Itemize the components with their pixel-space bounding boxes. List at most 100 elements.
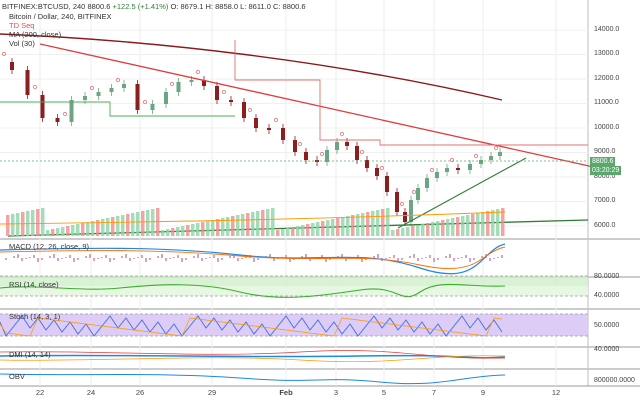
volume-bar	[396, 229, 400, 236]
candle-body	[40, 95, 45, 118]
volume-bar	[361, 213, 365, 236]
candle-body	[122, 84, 126, 88]
candle-body	[164, 92, 168, 104]
volume-bar	[31, 210, 35, 236]
candle-body	[254, 118, 258, 128]
volume-bar	[161, 230, 165, 236]
ohlc-close: C: 8800.6	[272, 2, 306, 11]
td-marker	[430, 168, 434, 172]
volume-bar	[481, 212, 485, 236]
rsi-band-upper	[0, 276, 588, 286]
td-marker	[222, 90, 226, 94]
volume-bar	[61, 227, 65, 236]
candle-body	[83, 96, 87, 100]
volume-bar	[216, 219, 220, 236]
candle-body	[403, 212, 407, 222]
trendline-red	[39, 43, 599, 169]
volume-bar	[231, 216, 235, 236]
candle-body	[10, 62, 14, 70]
price-tick: 11000.0	[594, 99, 619, 106]
price-tick: 13000.0	[594, 50, 620, 57]
volume-bar	[331, 219, 335, 236]
td-marker	[248, 108, 252, 112]
volume-bar	[446, 219, 450, 236]
volume-bar	[56, 228, 60, 236]
volume-bar	[451, 218, 455, 236]
pane-label-obv[interactable]: OBV	[9, 372, 25, 381]
candle-body	[176, 82, 181, 92]
ohlc-high: H: 8858.0	[205, 2, 239, 11]
volume-bar	[366, 212, 370, 236]
time-label: 3	[333, 388, 339, 397]
candle-body	[189, 80, 194, 82]
td-marker	[116, 78, 120, 82]
candle-body	[135, 84, 140, 110]
volume-bar	[311, 223, 315, 236]
volume-bar	[151, 209, 155, 236]
volume-bar	[281, 229, 285, 236]
pane-label-dmi[interactable]: DMI (14, 14)	[9, 350, 51, 359]
last-price-tag: 8800.6	[590, 157, 616, 166]
indicator-tdseq[interactable]: TD Seq	[9, 21, 35, 30]
volume-bar	[301, 225, 305, 236]
volume-ma	[0, 211, 506, 225]
indicator-ma200[interactable]: MA (200, close)	[9, 30, 62, 39]
volume-bar	[166, 229, 170, 236]
volume-bar	[11, 214, 15, 236]
volume-bar	[236, 215, 240, 236]
volume-bar	[381, 209, 385, 236]
volume-bar	[421, 224, 425, 236]
stoch-band	[0, 314, 588, 336]
price-tick: 8000.0	[594, 173, 616, 180]
dmi-axis: 40.0000	[594, 346, 620, 353]
pane-bg	[0, 348, 640, 368]
volume-bar	[111, 217, 115, 236]
candle-body	[365, 160, 369, 168]
stoch-axis: 50.0000	[594, 322, 620, 329]
pane-label-rsi[interactable]: RSI (14, close)	[9, 280, 59, 289]
td-marker	[274, 118, 278, 122]
change: +122.5 (+1.41%)	[112, 2, 169, 11]
volume-bar	[466, 215, 470, 236]
pane-label-stoch[interactable]: Stoch (14, 3, 1)	[9, 312, 61, 321]
indicator-vol[interactable]: Vol (30)	[9, 39, 35, 48]
volume-bar	[296, 226, 300, 236]
price-tick: 10000.0	[594, 124, 620, 131]
pair-line: Bitcoin / Dollar, 240, BITFINEX	[9, 12, 112, 21]
td-marker	[412, 190, 416, 194]
volume-bar	[141, 211, 145, 236]
time-label: 22	[35, 388, 45, 397]
volume-bar	[411, 226, 415, 236]
volume-bar	[441, 220, 445, 236]
volume-bar	[246, 213, 250, 236]
candle-body	[335, 142, 339, 150]
volume-bar	[371, 211, 375, 236]
volume-bar	[196, 223, 200, 236]
candle-body	[385, 176, 389, 192]
volume-bar	[96, 220, 100, 236]
volume-bar	[16, 213, 20, 236]
td-marker	[360, 150, 364, 154]
volume-bar	[291, 227, 295, 236]
volume-bar	[456, 217, 460, 236]
td-marker	[143, 100, 147, 104]
volume-bar	[321, 221, 325, 236]
td-resistance	[234, 40, 588, 146]
candle-body	[69, 100, 74, 122]
volume-bar	[36, 209, 40, 236]
symbol-line: BITFINEX:BTCUSD, 240	[2, 2, 86, 11]
pane-label-macd[interactable]: MACD (12, 26, close, 9)	[9, 242, 90, 251]
rsi-line	[0, 283, 506, 298]
volume-bar	[261, 210, 265, 236]
candle-body	[281, 128, 285, 140]
last-price: 8800.6	[87, 2, 111, 11]
volume-bar	[171, 228, 175, 236]
volume-bar	[356, 214, 360, 236]
volume-bar	[276, 230, 280, 236]
td-marker	[400, 202, 404, 206]
time-label: 5	[381, 388, 387, 397]
time-label: 7	[431, 388, 437, 397]
candle-body	[445, 168, 449, 172]
volume-bar	[391, 230, 395, 236]
